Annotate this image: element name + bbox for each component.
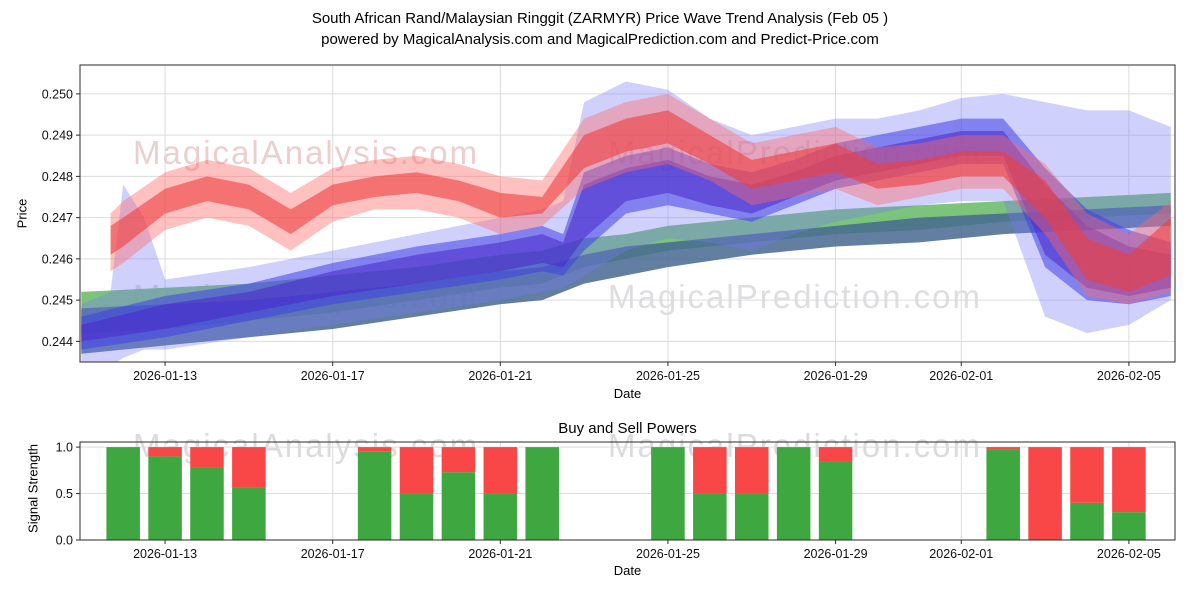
sell-bar: [818, 447, 853, 462]
x-tick-label: 2026-01-29: [804, 369, 868, 383]
sell-bar: [1112, 447, 1146, 513]
y-tick-label: 0.245: [42, 294, 73, 308]
sell-bar: [441, 447, 476, 473]
y-tick-label: 0.249: [42, 129, 73, 143]
sell-bar: [986, 447, 1020, 450]
plot-border: [79, 441, 1176, 541]
buy-bar: [1070, 502, 1104, 540]
buy-bar: [106, 447, 140, 540]
x-tick-label: 2026-01-21: [468, 547, 532, 561]
buy-bar: [818, 461, 853, 540]
wave-band-red-envelope: [110, 93, 1171, 305]
sell-bar: [1028, 447, 1062, 540]
sell-bar: [357, 447, 392, 452]
page-subtitle: powered by MagicalAnalysis.com and Magic…: [321, 31, 879, 48]
y-tick-label: 0.250: [42, 87, 73, 101]
y-tick-label: 0.246: [42, 252, 73, 266]
watermark-text: MagicalPrediction.com: [608, 278, 982, 315]
x-tick-label: 2026-02-01: [929, 369, 993, 383]
x-tick-label: 2026-02-05: [1097, 547, 1161, 561]
wave-band-blue-inner: [81, 131, 1171, 342]
x-tick-label: 2026-01-13: [133, 547, 197, 561]
buy-bar: [693, 493, 727, 540]
buy-bar: [441, 472, 476, 540]
sell-bar: [232, 447, 266, 488]
sell-bar: [1070, 447, 1104, 503]
buy-bar: [776, 447, 811, 540]
buy-bar: [232, 487, 266, 540]
buy-bar: [651, 447, 685, 540]
y-tick-label: 0.5: [56, 487, 73, 501]
x-tick-label: 2026-02-05: [1097, 369, 1161, 383]
buy-bar: [1112, 512, 1146, 540]
buy-bar: [399, 493, 434, 540]
sell-bar: [734, 447, 769, 494]
y-tick-label: 0.248: [42, 170, 73, 184]
price-axis-label: Price: [14, 198, 30, 229]
buy-bar: [525, 447, 559, 540]
sell-bar: [190, 447, 224, 468]
buy-bar: [483, 493, 518, 540]
price-chart: 2026-01-13 2026-01-17 2026-01-21 2026-01-25…: [42, 64, 1176, 383]
sell-bar: [483, 447, 518, 494]
wave-band-red-core: [110, 110, 1171, 292]
y-tick-label: 0.244: [42, 335, 73, 349]
date-axis-label-bottom: Date: [613, 563, 642, 578]
signal-chart: 2026-01-13 2026-01-17 2026-01-21 2026-01-25…: [56, 441, 1176, 561]
header: South African Rand/Malaysian Ringgit (ZA…: [0, 8, 1200, 50]
x-tick-label: 2026-01-25: [636, 369, 700, 383]
buy-bar: [986, 449, 1020, 540]
date-axis-label-main: Date: [613, 386, 642, 401]
x-tick-label: 2026-01-13: [133, 369, 197, 383]
x-tick-label: 2026-01-29: [804, 547, 868, 561]
buy-bar: [148, 456, 182, 540]
x-tick-label: 2026-01-25: [636, 547, 700, 561]
buy-bar: [357, 451, 392, 540]
x-tick-label: 2026-02-01: [929, 547, 993, 561]
trend-band-teal: [81, 205, 1171, 354]
sell-bar: [148, 447, 182, 457]
sell-bar: [399, 447, 434, 494]
page-title: South African Rand/Malaysian Ringgit (ZA…: [311, 10, 889, 27]
y-tick-label: 0.0: [56, 534, 73, 548]
y-tick-label: 0.247: [42, 211, 73, 225]
buy-bar: [190, 467, 224, 540]
signal-axis-label: Signal Strength: [25, 444, 41, 533]
watermark-text: MagicalAnalysis.com: [133, 134, 480, 171]
signal-chart-title: Buy and Sell Powers: [558, 420, 697, 437]
x-tick-label: 2026-01-17: [301, 369, 365, 383]
y-tick-label: 1.0: [56, 441, 73, 455]
buy-bar: [734, 493, 769, 540]
x-tick-label: 2026-01-17: [301, 547, 365, 561]
x-tick-label: 2026-01-21: [468, 369, 532, 383]
plot-border: [79, 64, 1176, 363]
sell-bar: [693, 447, 727, 494]
